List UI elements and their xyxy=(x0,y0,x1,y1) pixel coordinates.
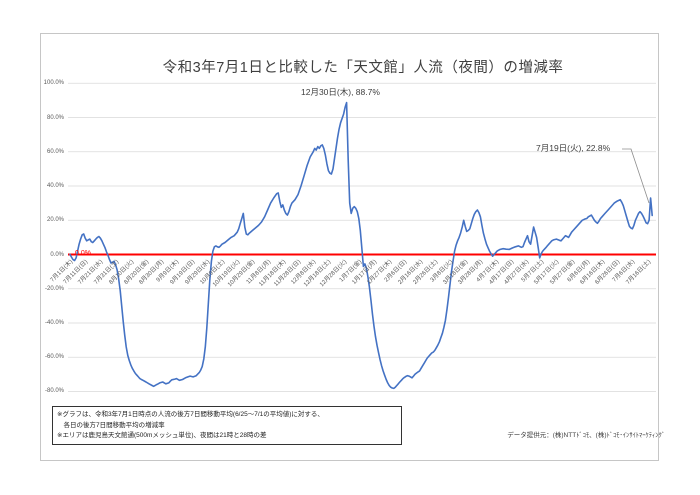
annotation-peak: 12月30日(木), 88.7% xyxy=(301,87,380,97)
chart-frame xyxy=(40,33,659,461)
y-axis-tick-label: 40.0% xyxy=(46,183,64,190)
y-axis-tick-label: 20.0% xyxy=(46,217,64,224)
y-axis-tick-label: -40.0% xyxy=(44,319,64,326)
main-series-line xyxy=(69,101,653,390)
y-axis-tick-label: 80.0% xyxy=(46,114,64,121)
chart-title: 令和3年7月1日と比較した「天文館」人流（夜間）の増減率 xyxy=(162,60,564,76)
note-line-3: ※エリアは鹿児島天文館通(500mメッシュ単位)、夜間は21時と28時の差 xyxy=(57,432,267,440)
y-axis-tick-label: -80.0% xyxy=(44,388,64,395)
note-box: ※グラフは、令和3年7月1日時点の人流の後方7日間移動平均(6/25～7/1の平… xyxy=(52,406,402,446)
annotation-leader-line xyxy=(622,148,650,204)
y-axis-tick-label: -60.0% xyxy=(44,354,64,361)
zero-baseline-label: 0.0% xyxy=(75,250,91,257)
y-axis-tick-label: -20.0% xyxy=(44,285,64,292)
note-line-1: ※グラフは、令和3年7月1日時点の人流の後方7日間移動平均(6/25～7/1の平… xyxy=(57,411,324,418)
data-credit: データ提供元：(株)NTTﾄﾞｺﾓ、(株)ﾄﾞｺﾓ･ｲﾝｻｲﾄﾏｰｹﾃｨﾝｸﾞ xyxy=(507,432,665,439)
y-axis-tick-label: 0.0% xyxy=(50,251,64,258)
y-axis-tick-label: 100.0% xyxy=(43,80,64,87)
annotation-latest: 7月19日(火), 22.8% xyxy=(536,143,611,153)
y-axis-tick-label: 60.0% xyxy=(46,148,64,155)
note-line-2: 各日の後方7日間移動平均の増減率 xyxy=(57,421,165,429)
